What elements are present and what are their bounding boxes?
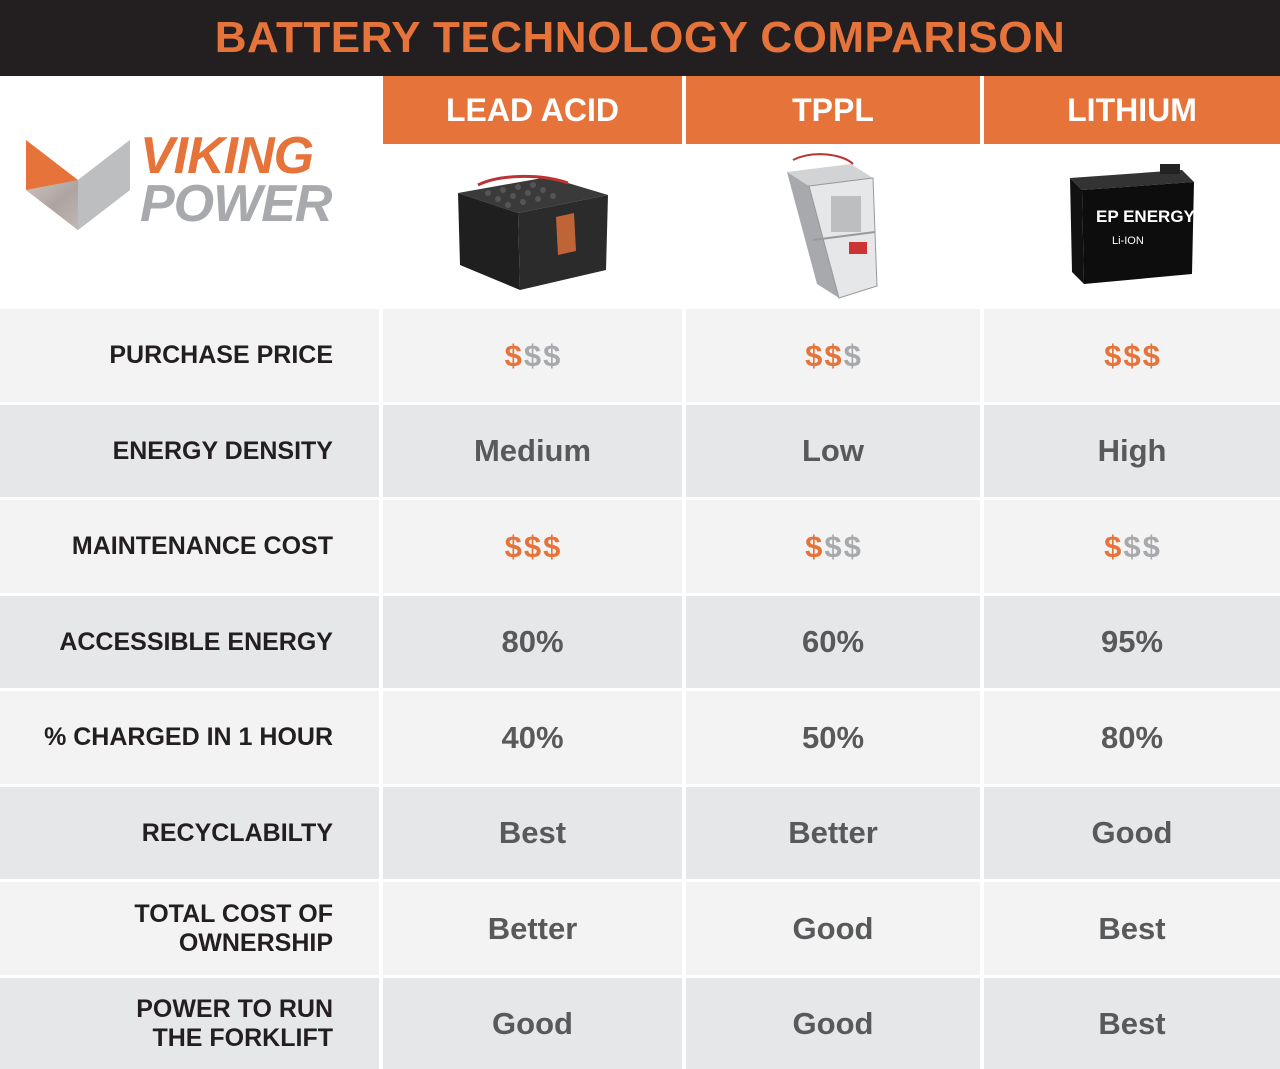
table-cell: 80%: [383, 596, 682, 688]
table-cell: 95%: [984, 596, 1280, 688]
viking-logo-mark-icon: [26, 140, 130, 230]
tppl-battery-image: [686, 144, 980, 306]
row-label: TOTAL COST OF OWNERSHIP: [0, 882, 379, 975]
row-label: ACCESSIBLE ENERGY: [0, 596, 379, 688]
dollar-icon-filled: $: [805, 528, 823, 564]
maintenance-rating-tppl: $ $ $: [686, 500, 980, 593]
price-rating-lead-acid: $ $ $: [383, 309, 682, 402]
row-label: RECYCLABILTY: [0, 787, 379, 879]
maintenance-rating-lithium: $ $ $: [984, 500, 1280, 593]
row-label: ENERGY DENSITY: [0, 405, 379, 497]
logo-wordmark: VIKING POWER: [140, 127, 332, 233]
title-bar: BATTERY TECHNOLOGY COMPARISON: [0, 0, 1280, 76]
table-cell: 40%: [383, 691, 682, 784]
lead-acid-battery-image: [383, 144, 682, 306]
row-charged-in-1-hour: % CHARGED IN 1 HOUR 40% 50% 80%: [0, 691, 1280, 784]
dollar-icon-empty: $: [843, 337, 861, 373]
logo-text-power: POWER: [140, 175, 332, 233]
table-cell: Better: [383, 882, 682, 975]
lithium-model-text: Li-ION: [1112, 235, 1144, 247]
logo-text-viking: VIKING: [140, 127, 314, 185]
dollar-icon-empty: $: [824, 528, 842, 564]
table-cell: Best: [383, 787, 682, 879]
table-cell: Low: [686, 405, 980, 497]
table-cell: 80%: [984, 691, 1280, 784]
dollar-icon-filled: $: [1104, 337, 1122, 373]
table-cell: Better: [686, 787, 980, 879]
row-purchase-price: PURCHASE PRICE $ $ $ $ $ $ $ $ $: [0, 309, 1280, 402]
dollar-icon-filled: $: [824, 337, 842, 373]
dollar-icon-empty: $: [523, 337, 542, 373]
table-cell: Good: [383, 978, 682, 1069]
table-cell: 50%: [686, 691, 980, 784]
row-label: MAINTENANCE COST: [0, 500, 379, 593]
table-cell: Good: [686, 882, 980, 975]
dollar-icon-filled: $: [805, 337, 823, 373]
table-cell: 60%: [686, 596, 980, 688]
dollar-icon-empty: $: [843, 528, 861, 564]
column-header-lead-acid: LEAD ACID: [383, 76, 682, 144]
dollar-icon-filled: $: [504, 528, 522, 564]
table-cell: Good: [984, 787, 1280, 879]
row-total-cost-of-ownership: TOTAL COST OF OWNERSHIP Better Good Best: [0, 882, 1280, 975]
table-cell: Best: [984, 978, 1280, 1069]
dollar-icon-filled: $: [504, 337, 522, 373]
row-recyclability: RECYCLABILTY Best Better Good: [0, 787, 1280, 879]
dollar-icon-empty: $: [1123, 528, 1141, 564]
maintenance-rating-lead-acid: $ $ $: [383, 500, 682, 593]
dollar-icon-filled: $: [523, 528, 542, 564]
dollar-icon-filled: $: [1142, 337, 1160, 373]
row-energy-density: ENERGY DENSITY Medium Low High: [0, 405, 1280, 497]
dollar-icon-empty: $: [1142, 528, 1160, 564]
dollar-icon-filled: $: [1104, 528, 1122, 564]
table-cell: High: [984, 405, 1280, 497]
table-cell: Best: [984, 882, 1280, 975]
dollar-icon-filled: $: [1123, 337, 1141, 373]
price-rating-lithium: $ $ $: [984, 309, 1280, 402]
dollar-icon-filled: $: [543, 528, 561, 564]
price-rating-tppl: $ $ $: [686, 309, 980, 402]
column-header-tppl: TPPL: [686, 76, 980, 144]
row-label: % CHARGED IN 1 HOUR: [0, 691, 379, 784]
lithium-brand-text: EP ENERGY: [1096, 207, 1196, 226]
viking-power-logo: VIKING POWER: [22, 127, 342, 242]
row-label: PURCHASE PRICE: [0, 309, 379, 402]
row-power-to-run-forklift: POWER TO RUN THE FORKLIFT Good Good Best: [0, 978, 1280, 1069]
row-label: POWER TO RUN THE FORKLIFT: [0, 978, 379, 1069]
lithium-battery-image: EP ENERGY Li-ION: [984, 144, 1280, 306]
dollar-icon-empty: $: [543, 337, 561, 373]
table-cell: Medium: [383, 405, 682, 497]
column-header-lithium: LITHIUM: [984, 76, 1280, 144]
row-maintenance-cost: MAINTENANCE COST $ $ $ $ $ $ $ $ $: [0, 500, 1280, 593]
page-title: BATTERY TECHNOLOGY COMPARISON: [214, 13, 1066, 62]
table-cell: Good: [686, 978, 980, 1069]
row-accessible-energy: ACCESSIBLE ENERGY 80% 60% 95%: [0, 596, 1280, 688]
